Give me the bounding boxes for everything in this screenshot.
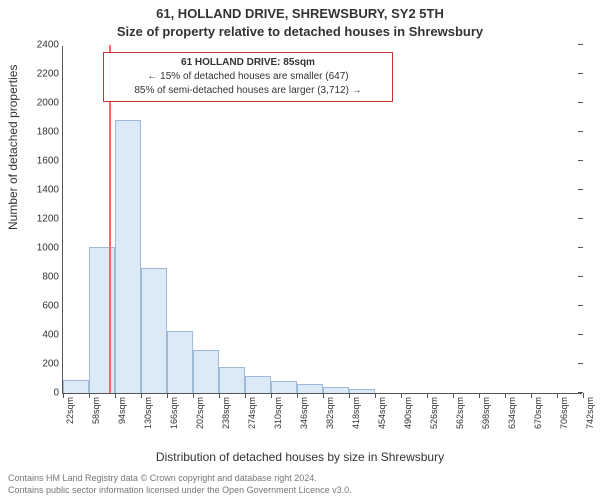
x-tick-mark xyxy=(115,393,116,398)
x-tick-mark xyxy=(89,393,90,398)
y-tick-label: 1800 xyxy=(17,127,63,138)
histogram-bar xyxy=(141,268,167,393)
x-tick-mark xyxy=(375,393,376,398)
attribution-line1: Contains HM Land Registry data © Crown c… xyxy=(8,472,352,484)
histogram-bar xyxy=(219,367,245,393)
callout-box: 61 HOLLAND DRIVE: 85sqm ← 15% of detache… xyxy=(103,52,393,102)
x-tick-label: 670sqm xyxy=(533,397,543,429)
x-tick-mark xyxy=(63,393,64,398)
x-tick-label: 490sqm xyxy=(403,397,413,429)
y-axis-label: Number of detached properties xyxy=(6,65,20,230)
y-tick-mark xyxy=(578,131,583,132)
x-tick-label: 382sqm xyxy=(325,397,335,429)
y-tick-mark xyxy=(578,189,583,190)
x-tick-label: 634sqm xyxy=(507,397,517,429)
x-axis-label: Distribution of detached houses by size … xyxy=(0,450,600,464)
y-tick-mark xyxy=(578,334,583,335)
x-tick-mark xyxy=(453,393,454,398)
y-tick-label: 1000 xyxy=(17,243,63,254)
x-tick-label: 454sqm xyxy=(377,397,387,429)
x-tick-label: 346sqm xyxy=(299,397,309,429)
chart-container: 61, HOLLAND DRIVE, SHREWSBURY, SY2 5TH S… xyxy=(0,0,600,500)
callout-line2: ← 15% of detached houses are smaller (64… xyxy=(110,70,386,84)
page-title-line1: 61, HOLLAND DRIVE, SHREWSBURY, SY2 5TH xyxy=(0,6,600,21)
x-tick-label: 562sqm xyxy=(455,397,465,429)
y-tick-label: 1600 xyxy=(17,156,63,167)
x-tick-label: 94sqm xyxy=(117,397,127,424)
x-tick-mark xyxy=(427,393,428,398)
y-tick-mark xyxy=(578,363,583,364)
y-tick-label: 2000 xyxy=(17,98,63,109)
y-tick-label: 2200 xyxy=(17,69,63,80)
attribution-line2: Contains public sector information licen… xyxy=(8,484,352,496)
x-tick-label: 598sqm xyxy=(481,397,491,429)
x-tick-mark xyxy=(557,393,558,398)
histogram-bar xyxy=(167,331,193,393)
x-tick-mark xyxy=(323,393,324,398)
y-tick-label: 1200 xyxy=(17,214,63,225)
y-tick-mark xyxy=(578,160,583,161)
y-tick-mark xyxy=(578,247,583,248)
x-tick-mark xyxy=(583,393,584,398)
x-tick-label: 274sqm xyxy=(247,397,257,429)
histogram-bar xyxy=(63,380,89,393)
page-title-line2: Size of property relative to detached ho… xyxy=(0,24,600,39)
y-tick-label: 1400 xyxy=(17,185,63,196)
x-tick-label: 202sqm xyxy=(195,397,205,429)
y-tick-label: 800 xyxy=(17,272,63,283)
callout-title: 61 HOLLAND DRIVE: 85sqm xyxy=(110,56,386,70)
x-tick-label: 58sqm xyxy=(91,397,101,424)
x-tick-mark xyxy=(167,393,168,398)
y-tick-mark xyxy=(578,276,583,277)
x-tick-mark xyxy=(479,393,480,398)
x-tick-mark xyxy=(193,393,194,398)
x-tick-mark xyxy=(531,393,532,398)
y-tick-mark xyxy=(578,218,583,219)
histogram-bar xyxy=(323,387,349,393)
y-tick-mark xyxy=(578,102,583,103)
x-tick-mark xyxy=(401,393,402,398)
histogram-bar xyxy=(271,381,297,393)
x-tick-label: 526sqm xyxy=(429,397,439,429)
histogram-bar xyxy=(349,389,375,393)
y-tick-label: 0 xyxy=(17,388,63,399)
y-tick-label: 2400 xyxy=(17,40,63,51)
x-tick-label: 166sqm xyxy=(169,397,179,429)
histogram-bar xyxy=(245,376,271,393)
x-tick-label: 238sqm xyxy=(221,397,231,429)
histogram-bar xyxy=(89,247,115,393)
plot-area: 61 HOLLAND DRIVE: 85sqm ← 15% of detache… xyxy=(62,46,582,394)
x-tick-label: 130sqm xyxy=(143,397,153,429)
x-tick-mark xyxy=(271,393,272,398)
y-tick-label: 200 xyxy=(17,359,63,370)
histogram-bar xyxy=(193,350,219,394)
x-tick-label: 742sqm xyxy=(585,397,595,429)
y-tick-label: 600 xyxy=(17,301,63,312)
x-tick-label: 706sqm xyxy=(559,397,569,429)
y-tick-label: 400 xyxy=(17,330,63,341)
callout-line3: 85% of semi-detached houses are larger (… xyxy=(110,84,386,98)
x-tick-mark xyxy=(141,393,142,398)
y-tick-mark xyxy=(578,73,583,74)
x-tick-label: 22sqm xyxy=(65,397,75,424)
x-tick-mark xyxy=(349,393,350,398)
x-tick-mark xyxy=(245,393,246,398)
y-tick-mark xyxy=(578,305,583,306)
x-tick-mark xyxy=(505,393,506,398)
histogram-bar xyxy=(297,384,323,393)
x-tick-mark xyxy=(297,393,298,398)
attribution: Contains HM Land Registry data © Crown c… xyxy=(8,472,352,496)
y-tick-mark xyxy=(578,44,583,45)
x-tick-label: 310sqm xyxy=(273,397,283,429)
histogram-bar xyxy=(115,120,141,393)
x-tick-mark xyxy=(219,393,220,398)
x-tick-label: 418sqm xyxy=(351,397,361,429)
